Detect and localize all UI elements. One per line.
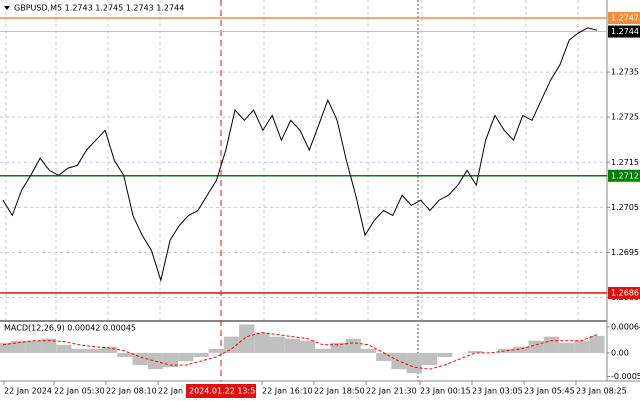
cursor-label: 2024.01.22 13:50 [189,387,260,396]
y-tick-label: 1.2725 [611,113,639,122]
signal-line [2,332,598,370]
macd-bar [56,344,72,353]
time-label: 22 Jan 05:30 [54,387,105,396]
macd-bar [178,352,194,362]
time-label: 22 Jan [158,387,183,396]
y-tick-label: 0.00 [611,348,629,357]
macd-bar [589,335,605,353]
level-label: 1.2712 [611,171,639,180]
level-label: 1.2747 [611,14,639,23]
y-tick-label: 1.2695 [611,248,639,257]
macd-bar [315,348,331,353]
macd-bar [360,348,377,353]
macd-bar [421,352,438,366]
macd-bar [558,342,575,353]
macd-bar [0,342,11,353]
symbol-header: GBPUSD,M5 1.2743 1.2745 1.2743 1.2744 [14,4,184,13]
macd-bar [543,336,559,353]
macd-bar [391,352,407,370]
macd-bar [300,340,316,353]
last-price-bg [608,25,640,38]
macd-header: MACD(12,26,9) 0.00042 0.00045 [4,324,136,333]
grid [0,0,607,320]
macd-bar [284,338,300,353]
time-label: 23 Jan 00:15 [420,387,471,396]
time-label: 23 Jan 05:45 [524,387,575,396]
macd-bar [86,348,102,353]
y-tick-label: 0.00064 [611,322,640,331]
macd-bar [254,332,270,353]
macd-bar [376,352,392,362]
macd-bar [223,336,240,353]
macd-bar [269,336,285,353]
y-tick-label: 1.2715 [611,158,639,167]
macd-bar [71,348,87,353]
time-label: 22 Jan 16:10 [262,387,313,396]
macd-bar [41,338,57,353]
macd-bar [513,346,529,353]
macd-bar [498,348,514,353]
last-price-label: 1.2744 [611,27,639,36]
macd-bar [25,340,42,353]
y-tick-label: 1.2735 [611,68,639,77]
macd-bar [239,324,255,353]
panel-separator [0,320,607,322]
level-label-bg [608,12,640,25]
y-tick-label: -0.00058 [611,372,640,381]
macd-bar [574,340,590,353]
time-label: 23 Jan 03:05 [472,387,523,396]
macd-bar [117,352,133,357]
y-tick-label: 1.2705 [611,203,639,212]
macd-bar [193,352,209,357]
macd-bar [406,352,422,374]
time-label: 22 Jan 18:50 [314,387,365,396]
cursor-label-bg [186,384,256,398]
level-label-bg [608,286,640,299]
menu-arrow [4,6,10,10]
time-label: 22 Jan 2024 [4,387,52,396]
price-line [2,27,598,283]
macd-bar [467,350,483,353]
time-label: 23 Jan 08:25 [576,387,627,396]
level-label: 1.2686 [611,288,639,297]
time-label: 22 Jan 21:30 [366,387,417,396]
macd-bar [437,352,453,357]
macd-bar [345,338,361,353]
macd-bar [132,352,148,366]
macd-bar [102,346,118,353]
macd-bar [528,340,544,353]
macd-bar [330,342,346,353]
level-label-bg [608,169,640,182]
time-label: 22 Jan 08:10 [106,387,157,396]
macd-bar [208,348,224,353]
